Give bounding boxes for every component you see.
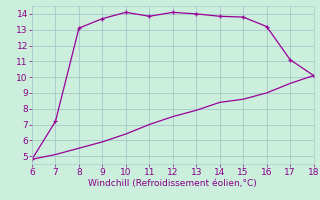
- X-axis label: Windchill (Refroidissement éolien,°C): Windchill (Refroidissement éolien,°C): [88, 179, 257, 188]
